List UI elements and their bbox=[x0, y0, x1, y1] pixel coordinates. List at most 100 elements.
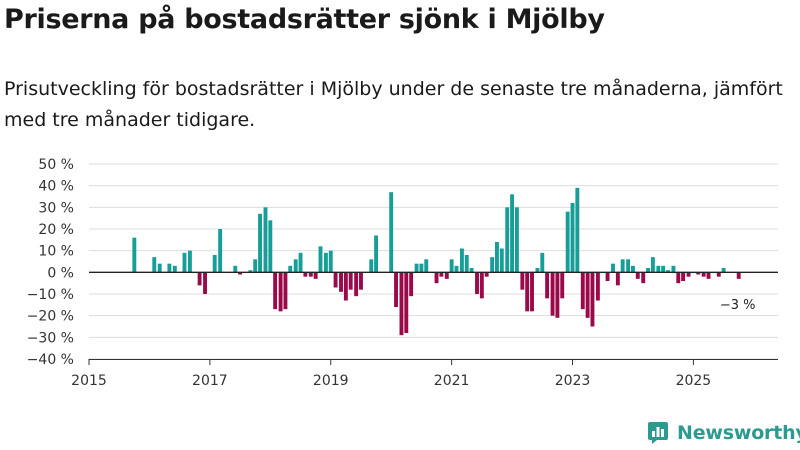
bar bbox=[273, 272, 278, 310]
bar bbox=[409, 272, 414, 297]
bar bbox=[681, 272, 686, 281]
x-tick-label: 2015 bbox=[71, 373, 107, 389]
bar bbox=[424, 259, 429, 273]
bar bbox=[469, 268, 474, 273]
bar bbox=[555, 272, 560, 318]
bar bbox=[620, 259, 625, 273]
bar bbox=[635, 272, 640, 279]
newsworthy-icon bbox=[648, 422, 668, 444]
y-tick-label: 40 % bbox=[38, 179, 74, 195]
bar bbox=[298, 252, 303, 273]
bar bbox=[580, 272, 585, 310]
bar bbox=[656, 265, 661, 273]
bar bbox=[626, 259, 631, 273]
bar bbox=[590, 272, 595, 327]
bar bbox=[348, 272, 353, 290]
bar bbox=[333, 272, 338, 288]
x-tick-label: 2023 bbox=[555, 373, 591, 389]
bar bbox=[389, 192, 394, 273]
y-tick-label: −40 % bbox=[27, 352, 74, 368]
x-tick-label: 2019 bbox=[313, 373, 349, 389]
bar bbox=[514, 207, 519, 273]
bar bbox=[258, 213, 262, 273]
newsworthy-logo: Newsworthy bbox=[645, 420, 800, 446]
bar bbox=[404, 272, 409, 333]
bar bbox=[308, 272, 313, 277]
y-tick-label: 20 % bbox=[38, 222, 74, 238]
bar bbox=[318, 246, 323, 273]
bar bbox=[661, 265, 666, 273]
bar bbox=[313, 272, 318, 279]
y-tick-label: 0 % bbox=[47, 265, 74, 281]
bar bbox=[253, 259, 258, 273]
bar bbox=[454, 265, 459, 273]
bar bbox=[394, 272, 398, 307]
bar bbox=[359, 272, 363, 290]
bar bbox=[716, 272, 721, 277]
bar bbox=[706, 272, 711, 279]
bar bbox=[535, 268, 540, 273]
y-tick-label: −30 % bbox=[27, 330, 74, 346]
bar bbox=[444, 272, 449, 279]
bar bbox=[475, 272, 479, 294]
bar bbox=[495, 242, 499, 273]
brand-name: Newsworthy bbox=[677, 422, 800, 444]
bar bbox=[157, 263, 162, 273]
y-tick-label: −20 % bbox=[27, 309, 74, 325]
bar bbox=[611, 263, 615, 273]
bar bbox=[550, 272, 555, 316]
bar bbox=[419, 263, 424, 273]
bar bbox=[499, 248, 504, 273]
bar bbox=[570, 203, 575, 273]
bar bbox=[505, 207, 510, 273]
bar bbox=[132, 237, 137, 273]
bar bbox=[615, 272, 620, 286]
x-tick-label: 2017 bbox=[192, 373, 228, 389]
bar bbox=[339, 272, 343, 292]
x-tick-label: 2025 bbox=[676, 373, 712, 389]
bar bbox=[530, 272, 534, 312]
bar bbox=[323, 252, 328, 273]
bar bbox=[374, 235, 379, 273]
bar bbox=[152, 257, 157, 273]
bar bbox=[172, 265, 177, 273]
bar bbox=[525, 272, 530, 312]
bar bbox=[646, 268, 651, 273]
bar bbox=[676, 272, 681, 284]
bar bbox=[449, 259, 454, 273]
bar bbox=[459, 248, 464, 273]
bar bbox=[671, 265, 676, 273]
bar bbox=[545, 272, 550, 299]
bar bbox=[268, 220, 273, 273]
x-tick-label: 2021 bbox=[434, 373, 470, 389]
bar bbox=[167, 263, 172, 273]
bar bbox=[686, 272, 691, 277]
x-axis: 2015 2017 2019 2021 2023 2025 bbox=[71, 271, 778, 389]
y-tick-label: −10 % bbox=[27, 287, 74, 303]
y-axis: −40 % −30 % −20 % −10 % 0 % 10 % 20 % 30 % 40 % 5… bbox=[27, 157, 74, 368]
bar bbox=[203, 272, 207, 294]
chart-title: Priserna på bostadsrätter sjönk i Mjölby bbox=[4, 4, 605, 35]
bar bbox=[182, 252, 187, 273]
bar bbox=[605, 272, 610, 281]
bar bbox=[490, 257, 495, 273]
bar bbox=[575, 187, 580, 273]
gridlines bbox=[89, 163, 778, 360]
bar bbox=[595, 272, 600, 301]
bar bbox=[650, 257, 655, 273]
bar bbox=[565, 211, 570, 273]
bar bbox=[439, 272, 444, 277]
y-tick-label: 30 % bbox=[38, 200, 74, 216]
bar bbox=[721, 268, 726, 273]
bar bbox=[484, 272, 489, 277]
bar bbox=[328, 250, 333, 273]
bar bbox=[218, 229, 223, 273]
bar bbox=[369, 259, 374, 273]
bar bbox=[303, 272, 308, 277]
bar bbox=[434, 272, 439, 284]
bar bbox=[736, 272, 741, 279]
last-value-label: −3 % bbox=[720, 298, 756, 313]
bar bbox=[197, 272, 202, 286]
bar bbox=[238, 272, 243, 275]
